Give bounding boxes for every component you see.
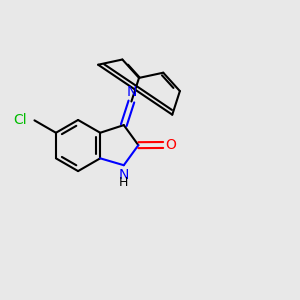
Text: N: N (126, 85, 136, 98)
Text: H: H (119, 176, 128, 189)
Text: N: N (118, 168, 129, 182)
Text: O: O (166, 138, 176, 152)
Text: Cl: Cl (14, 113, 27, 128)
